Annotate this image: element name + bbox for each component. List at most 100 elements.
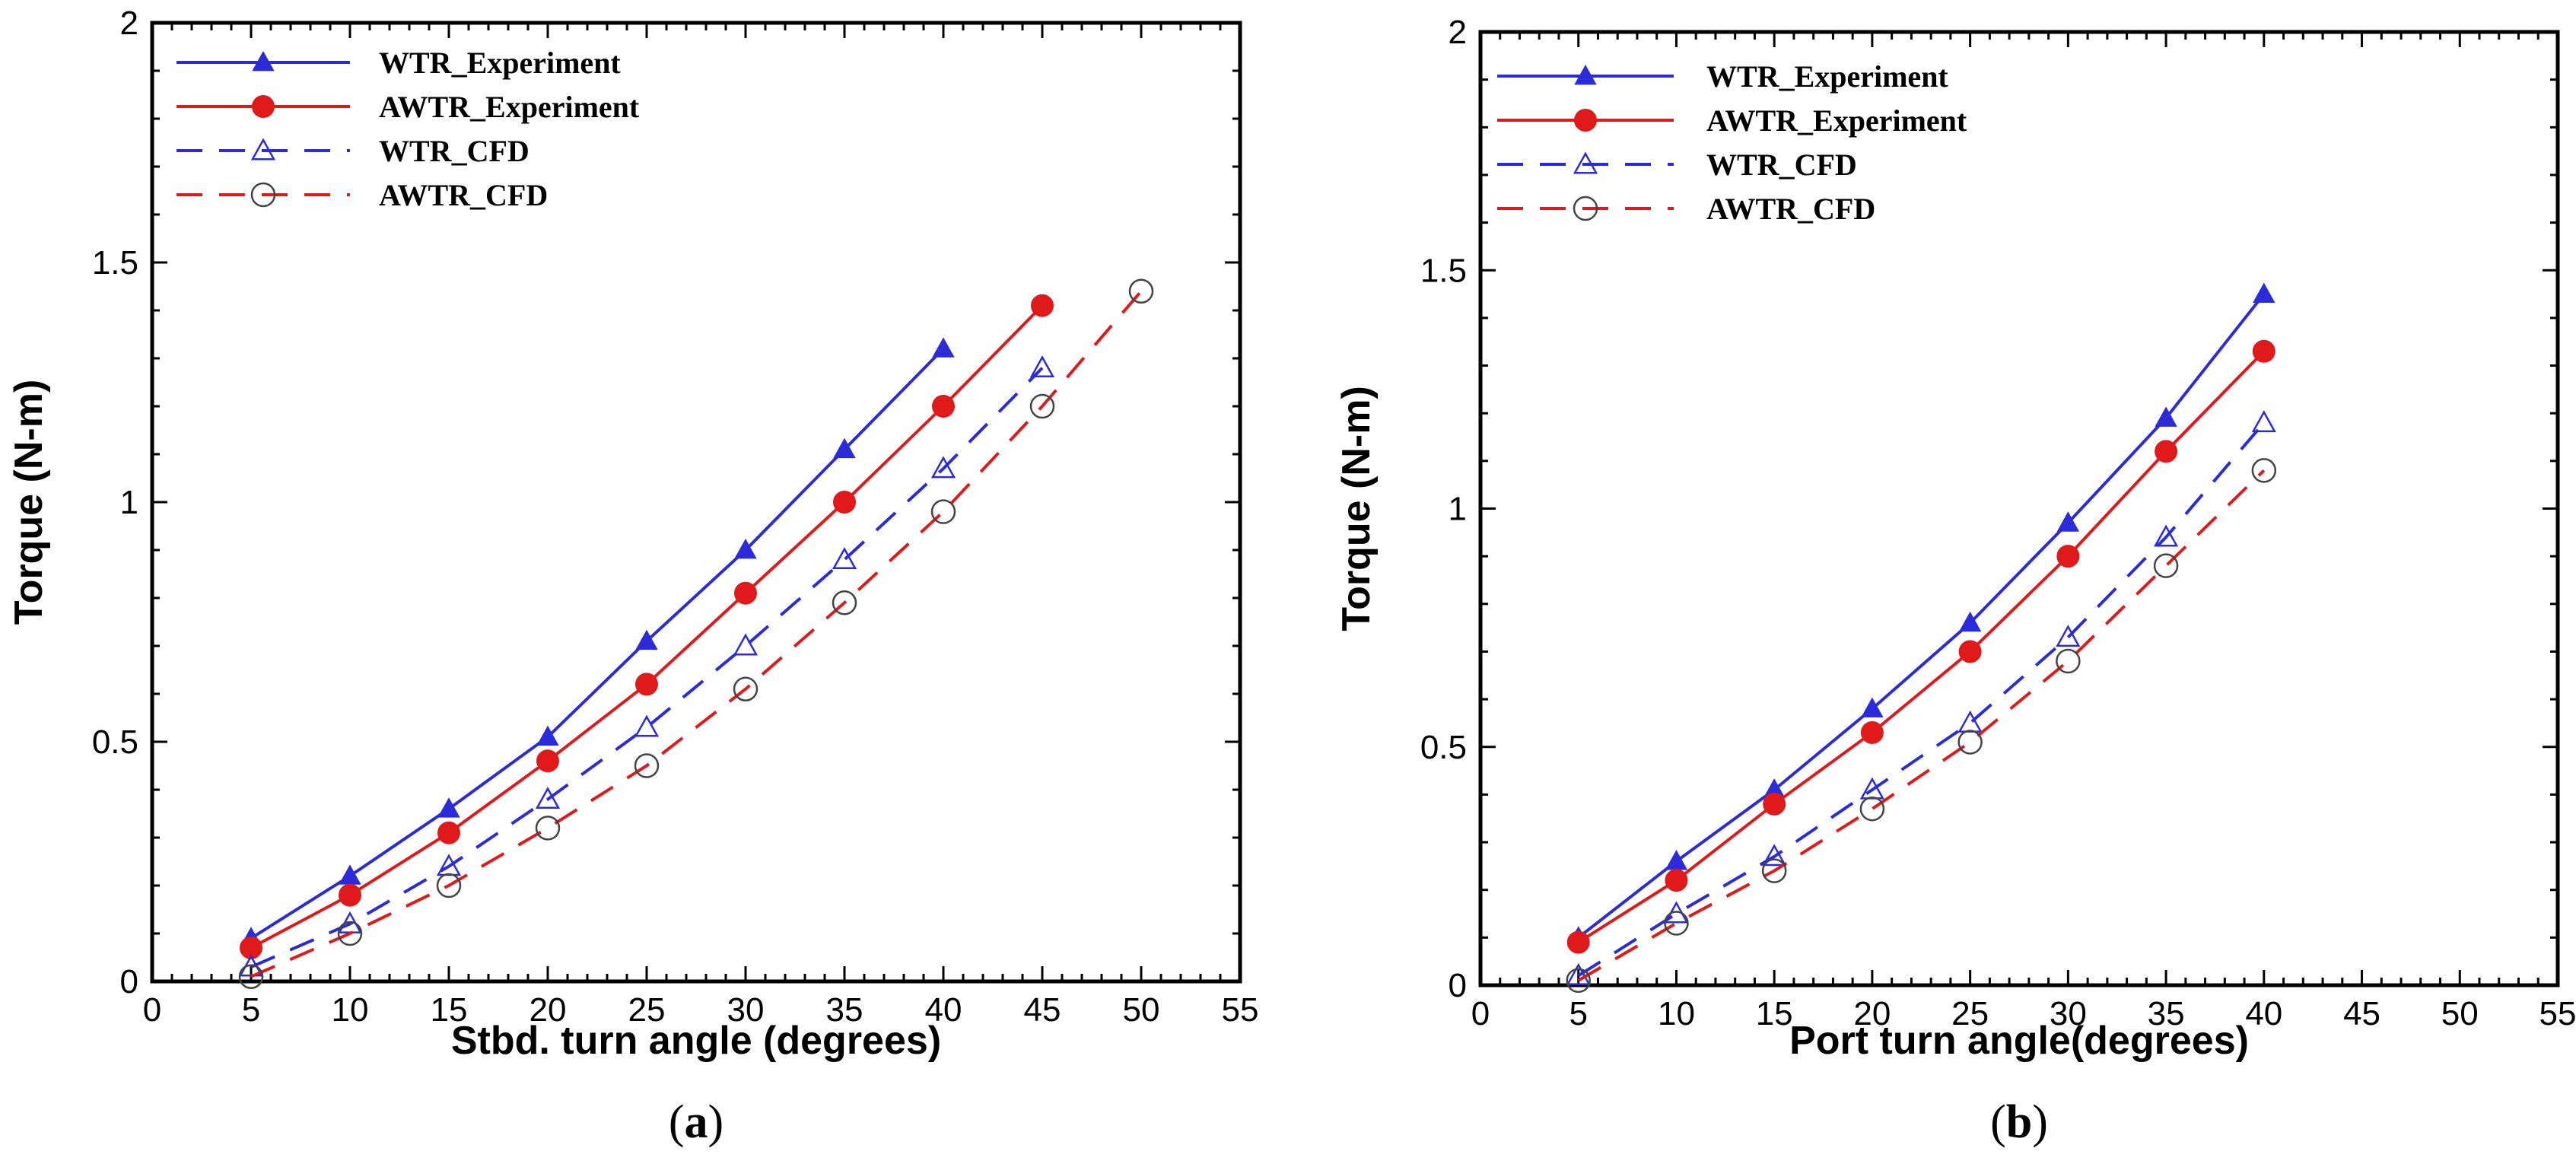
data-point-wtr-cfd [1762, 844, 1787, 867]
y-tick-label: 1.5 [92, 244, 138, 281]
x-tick-label: 45 [1024, 991, 1061, 1029]
data-point-wtr-experiment [734, 538, 757, 559]
caption-letter: b [2006, 1096, 2032, 1148]
legend-marker [1574, 64, 1597, 85]
legend-label: WTR_CFD [379, 134, 530, 168]
data-point-awtr-cfd [1029, 393, 1055, 419]
caption-paren: ) [708, 1096, 724, 1148]
plot-frame [150, 21, 1242, 984]
x-tick-label: 5 [1569, 995, 1587, 1032]
data-point-wtr-cfd [832, 547, 857, 570]
data-point-wtr-experiment [635, 629, 658, 650]
legend-marker [250, 138, 276, 161]
data-point-wtr-cfd [535, 787, 561, 809]
y-tick-label: 0 [1449, 967, 1467, 1004]
data-point-awtr-experiment [339, 883, 361, 907]
data-point-awtr-experiment [932, 395, 955, 418]
data-point-awtr-experiment [1860, 720, 1884, 744]
data-point-awtr-experiment [635, 673, 658, 696]
data-point-wtr-cfd [634, 714, 660, 737]
y-tick-label: 2 [1449, 14, 1467, 51]
data-point-awtr-cfd [930, 499, 956, 524]
data-point-wtr-experiment [1958, 611, 1982, 632]
data-point-awtr-cfd [1859, 796, 1885, 822]
legend-marker [1573, 151, 1598, 174]
x-tick-label: 20 [1853, 995, 1891, 1032]
caption-letter: a [685, 1096, 708, 1148]
series-line-awtr-cfd [250, 290, 1143, 978]
data-point-awtr-experiment [536, 749, 559, 773]
data-point-awtr-cfd [2153, 553, 2179, 578]
series-line-wtr-cfd [250, 367, 1044, 968]
data-point-wtr-experiment [932, 337, 955, 358]
data-point-awtr-cfd [436, 873, 462, 898]
data-point-wtr-experiment [2253, 282, 2275, 303]
caption-paren: ( [669, 1096, 685, 1148]
x-tick-label: 25 [1951, 995, 1989, 1032]
legend-label: AWTR_CFD [1706, 192, 1875, 226]
legend-marker [1574, 109, 1597, 132]
data-point-wtr-experiment [1665, 850, 1688, 870]
data-point-awtr-cfd [337, 921, 363, 946]
y-tick-label: 0 [120, 963, 138, 1000]
legend-label: WTR_Experiment [1706, 59, 1948, 94]
data-point-awtr-experiment [1958, 640, 1982, 663]
data-point-wtr-experiment [833, 437, 856, 459]
y-tick-label: 1 [120, 484, 138, 521]
data-point-awtr-experiment [1031, 294, 1054, 317]
x-axis-title: Port turn angle(degrees) [1789, 1019, 2249, 1063]
y-tick-label: 1 [1449, 491, 1467, 528]
x-tick-label: 20 [530, 991, 567, 1029]
x-tick-label: 35 [2148, 995, 2185, 1032]
x-axis-title: Stbd. turn angle (degrees) [451, 1019, 941, 1063]
data-point-awtr-experiment [833, 491, 856, 514]
data-point-awtr-experiment [2056, 545, 2080, 568]
y-tick-label: 0.5 [1420, 729, 1467, 766]
legend-marker [1573, 196, 1598, 221]
x-tick-label: 10 [1658, 995, 1695, 1032]
y-tick-label: 1.5 [1420, 252, 1467, 289]
chart-panel-b: 0 5 10 15 20 25 30 35 40 45 50 55 0 0.5 1 1.5 2 Port turn… [1334, 14, 2576, 1148]
legend-label: WTR_Experiment [379, 46, 621, 80]
data-point-wtr-cfd [1029, 355, 1055, 378]
x-tick-label: 15 [431, 991, 468, 1029]
figure-caption: (b) [1990, 1096, 2048, 1148]
chart-panel-a: 0 5 10 15 20 25 30 35 40 45 50 55 0 0.5 1 1.5 2 Stbd. tur… [7, 5, 1258, 1148]
data-point-wtr-cfd [1566, 962, 1591, 985]
series-line-wtr-experiment [1577, 293, 2266, 939]
x-tick-label: 40 [2245, 995, 2282, 1032]
series-line-awtr-experiment [1577, 350, 2266, 944]
data-point-wtr-experiment [2056, 511, 2080, 532]
x-tick-label: 55 [2539, 995, 2576, 1032]
x-tick-label: 10 [332, 991, 369, 1029]
data-point-wtr-cfd [930, 456, 956, 479]
figure-caption: (a) [669, 1096, 724, 1148]
legend-label: AWTR_Experiment [1706, 103, 1967, 138]
data-point-wtr-cfd [2251, 410, 2276, 433]
x-tick-label: 0 [1471, 995, 1490, 1032]
data-point-awtr-experiment [2252, 339, 2275, 363]
data-point-awtr-experiment [2155, 440, 2178, 463]
data-point-awtr-experiment [734, 581, 757, 605]
series-line-awtr-experiment [250, 304, 1044, 949]
legend-label: AWTR_Experiment [379, 90, 640, 124]
data-point-wtr-cfd [2153, 524, 2179, 547]
y-axis-title: Torque (N-m) [7, 380, 51, 625]
data-point-awtr-experiment [1763, 792, 1786, 816]
x-tick-label: 15 [1756, 995, 1793, 1032]
data-point-awtr-cfd [1566, 968, 1591, 993]
series-line-awtr-cfd [1577, 469, 2266, 982]
plot-frame [1478, 30, 2560, 987]
data-point-wtr-cfd [2056, 625, 2081, 647]
x-tick-label: 30 [2050, 995, 2087, 1032]
data-point-awtr-cfd [1664, 911, 1689, 936]
caption-paren: ) [2032, 1096, 2048, 1148]
x-tick-label: 25 [628, 991, 666, 1029]
caption-paren: ( [1990, 1096, 2006, 1148]
data-point-awtr-experiment [240, 936, 262, 959]
data-point-awtr-cfd [1957, 730, 1983, 755]
data-point-awtr-cfd [634, 753, 660, 778]
data-point-wtr-experiment [2155, 406, 2177, 427]
data-point-awtr-experiment [437, 821, 460, 844]
legend-marker [252, 50, 275, 72]
